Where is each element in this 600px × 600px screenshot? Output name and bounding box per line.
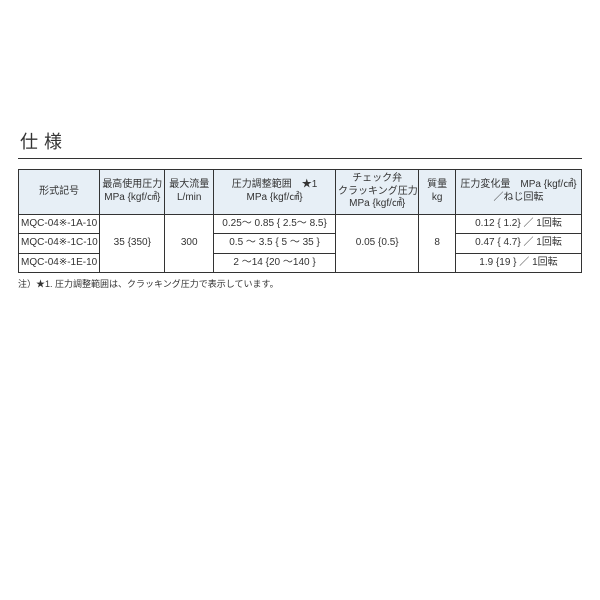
cell-model: MQC-04※-1E-10: [19, 253, 100, 273]
col-maxflow-header: 最大流量 L/min: [165, 170, 214, 215]
section-title: 仕様: [18, 128, 582, 154]
hdr-change-l2: ／ねじ回転: [493, 192, 543, 203]
cell-mass: 8: [419, 214, 456, 273]
hdr-check-l2: クラッキング圧力: [338, 186, 418, 197]
col-change-header: 圧力変化量 MPa {kgf/㎠} ／ねじ回転: [455, 170, 581, 215]
cell-check: 0.05 {0.5}: [336, 214, 419, 273]
cell-model: MQC-04※-1A-10: [19, 214, 100, 234]
cell-maxpressure: 35 {350}: [100, 214, 165, 273]
hdr-mass-l1: 質量: [427, 179, 447, 190]
hdr-change-l1: 圧力変化量 MPa {kgf/㎠}: [460, 179, 576, 190]
hdr-model: 形式記号: [39, 186, 79, 197]
hdr-mass-l2: kg: [432, 192, 443, 203]
hdr-adjrange-l2: MPa {kgf/㎠}: [246, 192, 302, 203]
hdr-adjrange-l1: 圧力調整範囲 ★1: [232, 179, 318, 190]
header-row: 形式記号 最高使用圧力 MPa {kgf/㎠} 最大流量 L/min 圧力調整範…: [19, 170, 582, 215]
cell-adjrange: 0.25～ 0.85 { 2.5～ 8.5}: [214, 214, 336, 234]
page: 仕様 形式記号 最高使用圧力 MPa {kgf/㎠} 最大流量 L/min 圧力…: [0, 0, 600, 600]
col-mass-header: 質量 kg: [419, 170, 456, 215]
cell-model: MQC-04※-1C-10: [19, 234, 100, 254]
title-rule: [18, 158, 582, 159]
cell-change: 0.12 { 1.2} ／ 1回転: [455, 214, 581, 234]
hdr-maxpressure-l2: MPa {kgf/㎠}: [104, 192, 160, 203]
cell-change: 1.9 {19 } ／ 1回転: [455, 253, 581, 273]
hdr-check-l3: MPa {kgf/㎠}: [349, 198, 405, 209]
cell-change: 0.47 { 4.7} ／ 1回転: [455, 234, 581, 254]
col-model-header: 形式記号: [19, 170, 100, 215]
cell-adjrange: 2 ～14 {20 ～140 }: [214, 253, 336, 273]
table-row: MQC-04※-1A-10 35 {350} 300 0.25～ 0.85 { …: [19, 214, 582, 234]
hdr-maxflow-l2: L/min: [177, 192, 201, 203]
hdr-maxflow-l1: 最大流量: [169, 179, 209, 190]
hdr-maxpressure-l1: 最高使用圧力: [102, 179, 162, 190]
footnote: 注）★1. 圧力調整範囲は、クラッキング圧力で表示しています。: [18, 277, 582, 290]
cell-maxflow: 300: [165, 214, 214, 273]
cell-adjrange: 0.5 ～ 3.5 { 5 ～ 35 }: [214, 234, 336, 254]
spec-table: 形式記号 最高使用圧力 MPa {kgf/㎠} 最大流量 L/min 圧力調整範…: [18, 169, 582, 273]
col-adjrange-header: 圧力調整範囲 ★1 MPa {kgf/㎠}: [214, 170, 336, 215]
col-maxpressure-header: 最高使用圧力 MPa {kgf/㎠}: [100, 170, 165, 215]
hdr-check-l1: チェック弁: [352, 173, 402, 184]
col-check-header: チェック弁 クラッキング圧力 MPa {kgf/㎠}: [336, 170, 419, 215]
